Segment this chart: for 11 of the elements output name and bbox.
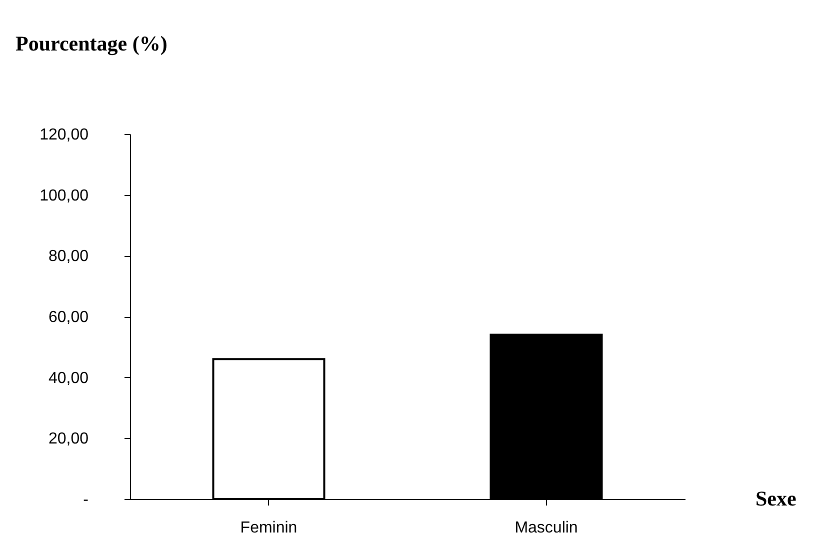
y-tick-label: -: [83, 492, 88, 508]
x-axis-title: Sexe: [756, 486, 796, 510]
y-tick-label: 40,00: [48, 370, 89, 387]
y-tick-label: 100,00: [40, 187, 89, 204]
y-tick-label: 80,00: [48, 248, 89, 266]
y-tick-label: 60,00: [48, 309, 89, 326]
y-axis-title: Pourcentage (%): [16, 32, 168, 56]
x-tick-label: Feminin: [240, 520, 298, 536]
x-tick-label: Masculin: [514, 520, 578, 536]
y-tick-label: 20,00: [48, 430, 89, 448]
y-tick-label: 120,00: [40, 126, 89, 144]
